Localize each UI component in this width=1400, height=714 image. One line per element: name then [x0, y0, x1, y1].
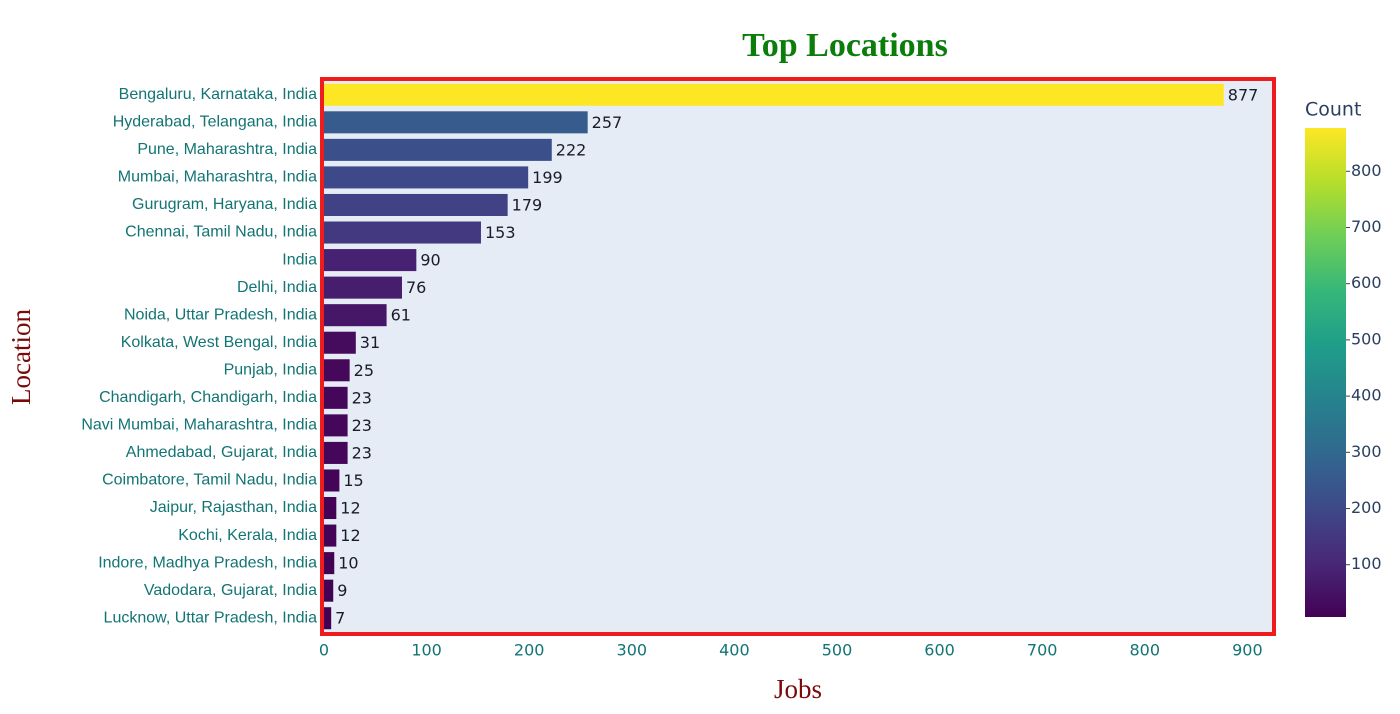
x-tick-label: 600: [924, 641, 955, 660]
y-tick-label: Gurugram, Haryana, India: [132, 196, 317, 213]
bar: [324, 552, 335, 575]
bar: [324, 138, 552, 161]
value-label: 9: [337, 581, 347, 600]
value-label: 179: [512, 195, 543, 214]
bar: [324, 469, 340, 492]
y-tick-label: India: [282, 251, 317, 268]
value-label: 23: [352, 416, 372, 435]
y-tick-label: Lucknow, Uttar Pradesh, India: [104, 609, 318, 626]
value-label: 23: [352, 443, 372, 462]
x-tick-label: 300: [617, 641, 648, 660]
y-tick-label: Chandigarh, Chandigarh, India: [99, 389, 317, 406]
value-label: 12: [340, 499, 360, 518]
bar: [324, 304, 387, 327]
y-axis-label: Location: [6, 309, 36, 405]
bar: [324, 111, 588, 134]
colorbar-tick-label: 200: [1351, 498, 1382, 517]
bar: [324, 386, 348, 409]
value-label: 25: [354, 361, 374, 380]
y-tick-label: Delhi, India: [237, 279, 317, 296]
bar: [324, 193, 508, 216]
colorbar-tick-label: 700: [1351, 217, 1382, 236]
colorbar: [1305, 128, 1346, 617]
y-tick-label: Kolkata, West Bengal, India: [121, 334, 317, 351]
x-tick-label: 700: [1027, 641, 1058, 660]
y-tick-label: Noida, Uttar Pradesh, India: [124, 306, 317, 323]
y-tick-label: Vadodara, Gujarat, India: [144, 582, 317, 599]
value-label: 12: [340, 526, 360, 545]
bar: [324, 441, 348, 464]
colorbar-tick-label: 400: [1351, 386, 1382, 405]
y-tick-label: Indore, Madhya Pradesh, India: [98, 554, 317, 571]
value-label: 153: [485, 223, 516, 242]
bar: [324, 359, 350, 382]
colorbar-tick-label: 500: [1351, 329, 1382, 348]
colorbar-tick-label: 100: [1351, 554, 1382, 573]
bar: [324, 414, 348, 437]
value-label: 257: [592, 113, 623, 132]
plot-area: [324, 81, 1272, 632]
chart-title: Top Locations: [742, 27, 948, 64]
bar: [324, 331, 356, 354]
bar: [324, 249, 417, 272]
value-label: 23: [352, 388, 372, 407]
bar: [324, 607, 332, 630]
value-label: 10: [338, 554, 358, 573]
y-tick-label: Mumbai, Maharashtra, India: [118, 169, 317, 186]
value-label: 877: [1228, 85, 1259, 104]
bar: [324, 497, 337, 520]
x-tick-label: 100: [411, 641, 442, 660]
highlight-border: [320, 77, 1276, 636]
y-tick-label: Navi Mumbai, Maharashtra, India: [81, 417, 317, 434]
y-tick-label: Hyderabad, Telangana, India: [113, 114, 317, 131]
x-tick-label: 400: [719, 641, 750, 660]
x-tick-label: 200: [514, 641, 545, 660]
colorbar-title: Count: [1305, 99, 1361, 121]
value-label: 31: [360, 333, 380, 352]
bar: [324, 83, 1224, 106]
value-label: 199: [532, 168, 563, 187]
y-tick-label: Chennai, Tamil Nadu, India: [125, 224, 317, 241]
bar: [324, 221, 481, 244]
y-tick-label: Ahmedabad, Gujarat, India: [126, 444, 317, 461]
colorbar-tick-label: 600: [1351, 273, 1382, 292]
bar: [324, 524, 337, 547]
colorbar-tick-label: 800: [1351, 161, 1382, 180]
y-tick-label: Kochi, Kerala, India: [178, 527, 317, 544]
value-label: 90: [420, 251, 440, 270]
y-tick-label: Jaipur, Rajasthan, India: [150, 499, 317, 516]
y-tick-label: Coimbatore, Tamil Nadu, India: [102, 472, 317, 489]
value-label: 61: [391, 306, 411, 325]
value-label: 222: [556, 140, 587, 159]
x-tick-label: 500: [822, 641, 853, 660]
x-axis-label: Jobs: [774, 674, 822, 704]
y-tick-label: Punjab, India: [224, 361, 318, 378]
bar: [324, 166, 529, 189]
y-tick-label: Bengaluru, Karnataka, India: [119, 86, 317, 103]
bar: [324, 579, 334, 602]
value-label: 15: [343, 471, 363, 490]
x-tick-label: 800: [1130, 641, 1161, 660]
x-tick-label: 0: [319, 641, 329, 660]
x-tick-label: 900: [1232, 641, 1263, 660]
bar: [324, 276, 402, 299]
colorbar-tick-label: 300: [1351, 442, 1382, 461]
value-label: 76: [406, 278, 426, 297]
y-tick-label: Pune, Maharashtra, India: [137, 141, 317, 158]
value-label: 7: [335, 609, 345, 628]
